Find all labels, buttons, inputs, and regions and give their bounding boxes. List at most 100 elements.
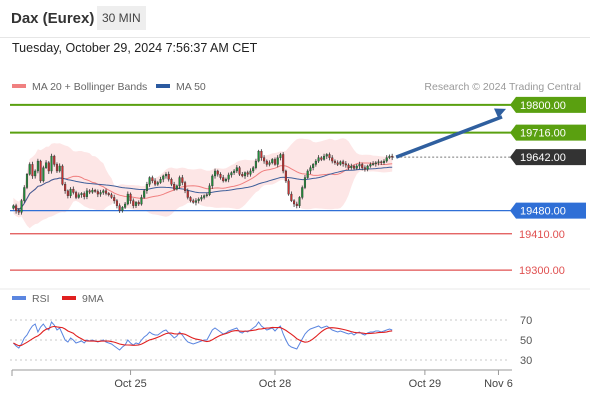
candle	[140, 194, 143, 206]
candle	[61, 164, 64, 186]
legend-item: 9MA	[62, 293, 104, 305]
candle	[72, 186, 75, 195]
level-tag-resistance: 19716.00	[510, 124, 586, 141]
candle	[156, 180, 159, 186]
candle	[124, 202, 127, 209]
candle	[20, 199, 23, 215]
level-label: 19410.00	[519, 229, 565, 241]
rsi-tick-label: 70	[520, 315, 532, 327]
x-tick-label: Nov 6	[484, 378, 513, 390]
candle	[83, 191, 86, 200]
legend-label: 9MA	[82, 293, 104, 305]
candle	[219, 172, 222, 180]
candle	[331, 155, 334, 164]
candle	[17, 207, 20, 215]
candle	[268, 160, 271, 167]
legend-item: RSI	[12, 293, 50, 305]
candle	[243, 171, 247, 179]
level-tag-resistance: 19800.00	[510, 96, 586, 113]
credit-text: Research © 2024 Trading Central	[424, 81, 581, 93]
candle	[216, 169, 219, 177]
candle	[42, 165, 45, 183]
candle	[173, 181, 176, 191]
candle	[203, 194, 206, 200]
x-tick-label: Oct 29	[409, 378, 441, 390]
candle	[287, 178, 290, 196]
bollinger-band-area	[13, 138, 393, 229]
candle	[273, 157, 277, 166]
rsi-line	[13, 321, 393, 351]
timestamp: Tuesday, October 29, 2024 7:56:37 AM CET	[12, 41, 258, 55]
candle	[102, 189, 105, 195]
candle	[380, 160, 383, 166]
level-label: 19800.00	[520, 100, 566, 112]
candle	[184, 180, 187, 194]
candle	[303, 174, 307, 190]
candle	[115, 199, 118, 209]
candle	[265, 159, 268, 167]
candle	[113, 194, 116, 204]
candle	[181, 174, 184, 186]
legend-label: MA 50	[176, 81, 206, 93]
candle	[344, 161, 347, 168]
candle	[372, 161, 375, 166]
candle	[260, 149, 263, 161]
candle	[25, 172, 29, 190]
candle	[134, 201, 138, 208]
candle	[333, 159, 336, 165]
candle	[306, 169, 309, 179]
candle	[358, 161, 361, 169]
candle	[366, 164, 369, 172]
candle	[385, 155, 388, 163]
candle	[208, 183, 211, 197]
forecast-arrow	[395, 115, 503, 159]
level-tag-pivot: 19480.00	[510, 202, 586, 219]
candle	[104, 188, 108, 196]
candle	[257, 149, 260, 163]
candle	[64, 181, 67, 194]
candle	[230, 171, 233, 178]
level-label: 19716.00	[520, 128, 566, 140]
rsi-tick-label: 30	[520, 355, 532, 367]
candle	[369, 162, 372, 168]
candle	[342, 159, 345, 167]
candle	[336, 160, 339, 167]
candle	[121, 206, 124, 213]
level-label: 19642.00	[520, 152, 566, 164]
rsi-9ma-line	[13, 325, 393, 347]
candle	[91, 187, 94, 194]
candle	[301, 185, 304, 200]
candle	[241, 171, 244, 178]
candle	[28, 162, 31, 176]
timeframe-badge[interactable]: 30 MIN	[97, 6, 146, 30]
candle	[224, 177, 227, 183]
candle	[361, 162, 364, 171]
candle	[36, 158, 39, 174]
candle	[352, 164, 356, 170]
candle	[211, 174, 214, 189]
candle	[148, 176, 151, 187]
candle	[39, 159, 42, 183]
candle	[189, 196, 192, 203]
candle	[293, 199, 296, 207]
candle	[69, 187, 72, 199]
candle	[137, 200, 140, 206]
candle	[295, 201, 298, 209]
candle	[350, 163, 353, 170]
candle	[246, 170, 249, 177]
candle	[271, 158, 274, 165]
candle	[154, 178, 157, 187]
candle	[200, 195, 203, 202]
candle	[110, 192, 113, 199]
candle	[323, 153, 326, 161]
candle	[325, 153, 328, 160]
candle	[170, 177, 173, 187]
candle	[58, 163, 61, 173]
candle	[254, 158, 257, 170]
legend-item: MA 20 + Bollinger Bands	[12, 81, 147, 93]
candle	[45, 160, 48, 169]
candle	[320, 156, 323, 162]
legend-label: MA 20 + Bollinger Bands	[32, 81, 147, 93]
candle	[238, 166, 241, 176]
